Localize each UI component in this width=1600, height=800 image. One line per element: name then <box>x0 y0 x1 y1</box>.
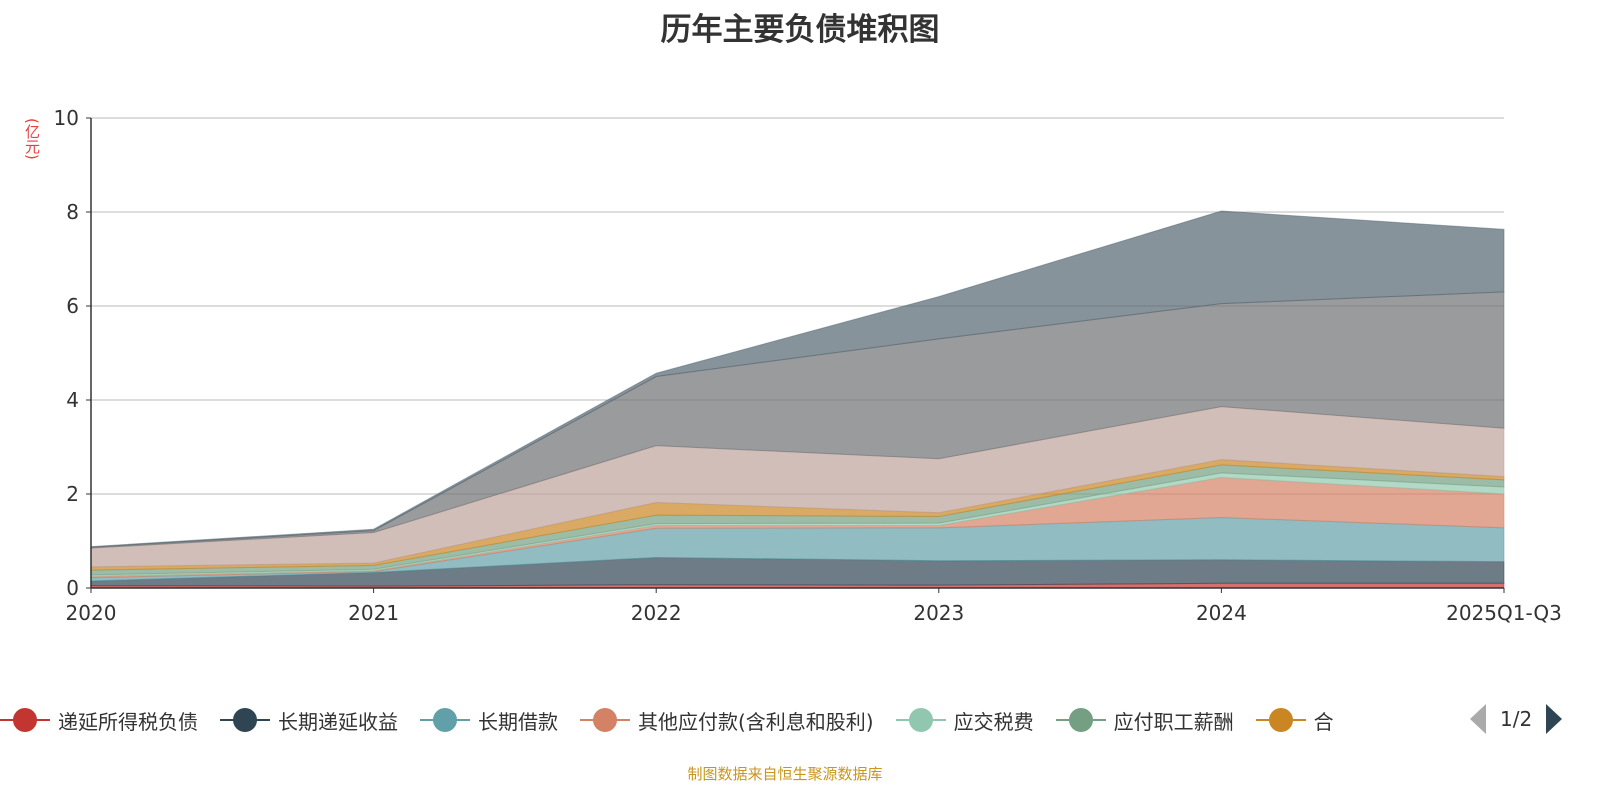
y-tick-label: 4 <box>66 388 79 412</box>
legend: 递延所得税负债 长期递延收益 长期借款 其他应付款(含利息和股利) 应交税费 应付职工薪酬… <box>0 704 1460 736</box>
x-tick-label: 2025Q1-Q3 <box>1446 601 1562 625</box>
y-tick-label: 8 <box>66 200 79 224</box>
legend-item[interactable]: 应付职工薪酬 <box>1055 706 1234 735</box>
y-tick-label: 2 <box>66 482 79 506</box>
legend-marker-icon <box>580 707 630 733</box>
legend-item[interactable]: 应交税费 <box>895 706 1034 735</box>
legend-marker-icon <box>895 707 946 733</box>
legend-label: 应付职工薪酬 <box>1113 709 1234 734</box>
legend-item[interactable]: 长期借款 <box>420 706 558 735</box>
legend-label: 合 <box>1313 709 1334 734</box>
legend-marker-icon <box>1255 707 1306 733</box>
legend-marker-icon <box>1055 707 1106 733</box>
legend-marker-icon <box>220 707 270 733</box>
legend-label: 长期递延收益 <box>278 709 398 734</box>
y-tick-label: 6 <box>66 294 79 318</box>
legend-item[interactable]: 其他应付款(含利息和股利) <box>580 706 874 735</box>
legend-pager: 1/2 <box>1470 704 1563 734</box>
legend-label: 递延所得税负债 <box>58 709 198 734</box>
legend-label: 应交税费 <box>953 709 1034 734</box>
data-source-note: 制图数据来自恒生聚源数据库 <box>687 765 883 783</box>
y-axis-label: (亿元) <box>23 118 41 160</box>
legend-prev-icon[interactable] <box>1470 704 1486 734</box>
legend-item[interactable]: 合 <box>1255 706 1334 735</box>
legend-marker-icon <box>0 707 50 733</box>
x-tick-label: 2021 <box>348 601 399 625</box>
legend-page-indicator: 1/2 <box>1500 707 1533 731</box>
legend-next-icon[interactable] <box>1546 704 1563 734</box>
y-tick-label: 10 <box>54 106 79 130</box>
y-tick-label: 0 <box>66 576 79 600</box>
x-tick-label: 2023 <box>913 601 964 625</box>
x-tick-label: 2024 <box>1196 601 1247 625</box>
x-tick-label: 2020 <box>66 601 117 625</box>
legend-item[interactable]: 递延所得税负债 <box>0 706 198 735</box>
legend-item[interactable]: 长期递延收益 <box>220 706 398 735</box>
legend-marker-icon <box>420 707 470 733</box>
legend-label: 其他应付款(含利息和股利) <box>638 709 874 734</box>
chart-title: 历年主要负债堆积图 <box>660 12 940 48</box>
legend-label: 长期借款 <box>478 709 558 734</box>
area-series-9 <box>90 210 1505 548</box>
x-tick-label: 2022 <box>631 601 682 625</box>
